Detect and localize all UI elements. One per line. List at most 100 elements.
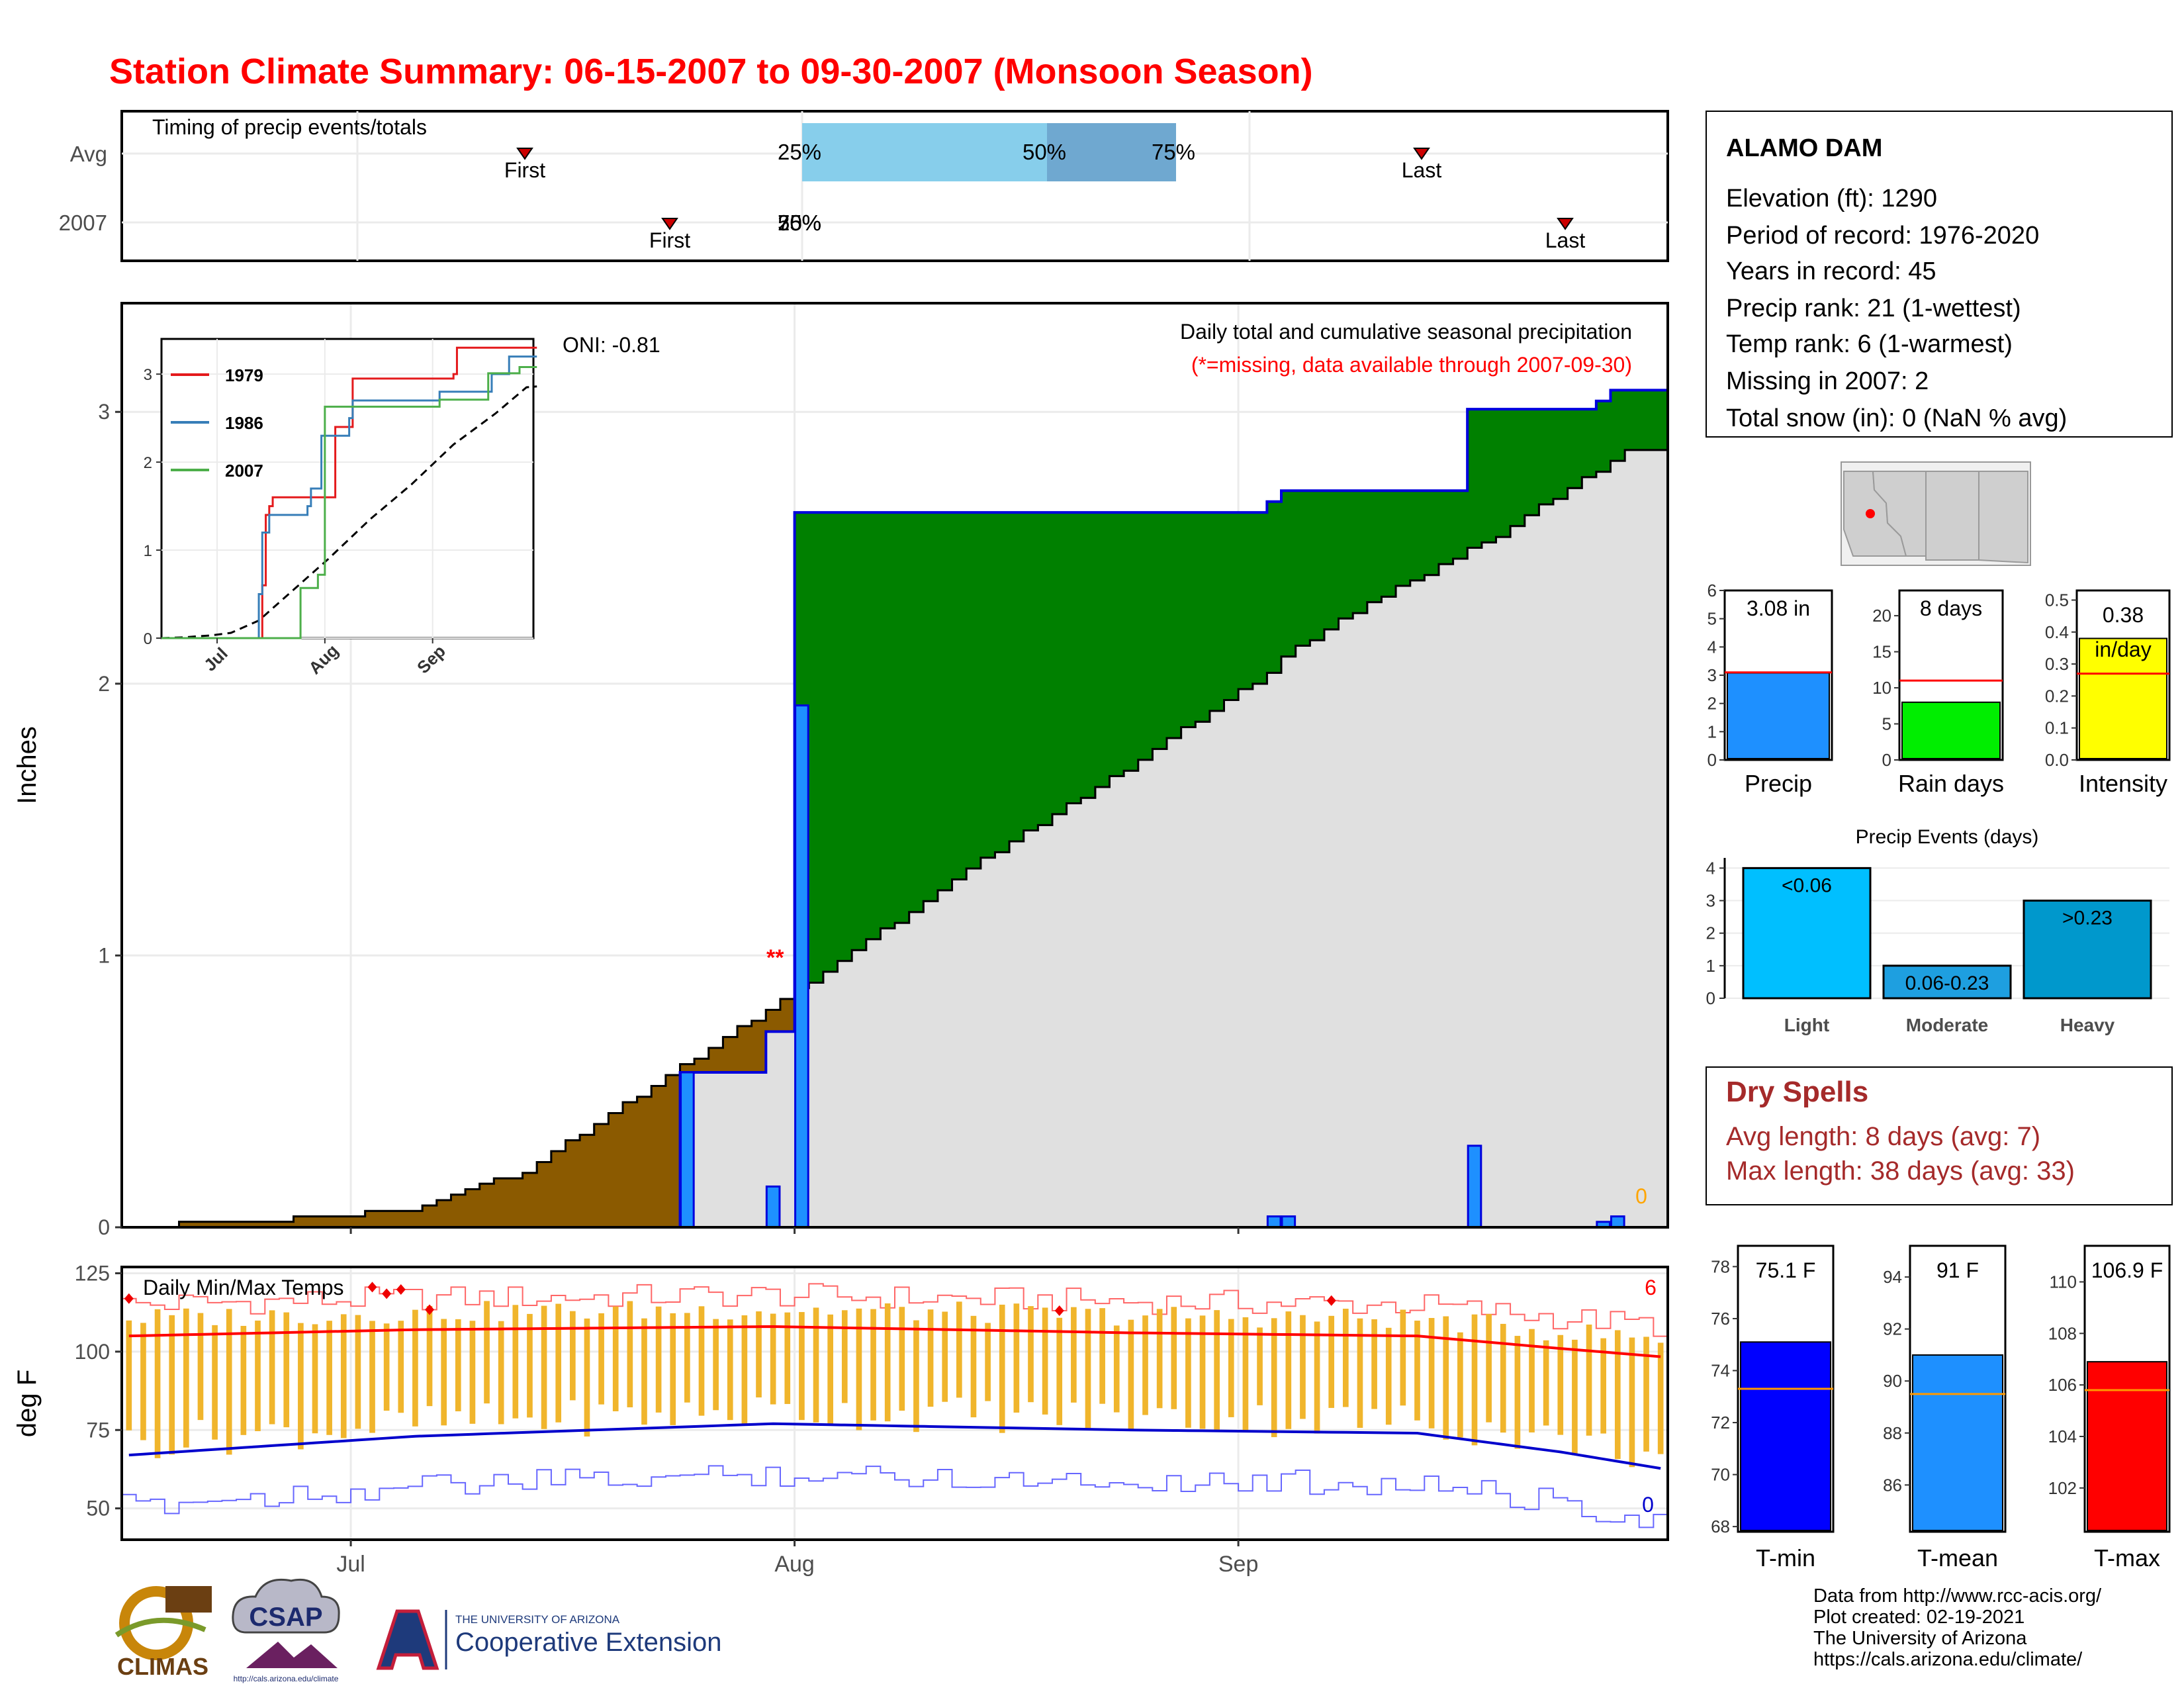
rain-days-value: 8 days (1920, 596, 1982, 620)
daily-temp-range-bar (655, 1306, 662, 1413)
legend-1986: 1986 (225, 413, 263, 433)
mini-y-tick-label: 15 (1872, 642, 1891, 662)
mini-y-tick-label: 94 (1883, 1267, 1902, 1287)
mini-y-tick-label: 76 (1711, 1309, 1730, 1329)
station-line-temp-rank: Temp rank: 6 (1-warmest) (1726, 330, 2013, 358)
missing-note: (*=missing, data available through 2007-… (1191, 353, 1632, 377)
record-low-count: 0 (1642, 1493, 1654, 1517)
main-frame (120, 302, 1669, 1229)
average-min-line (128, 1422, 1661, 1470)
events-title: Precip Events (days) (1856, 826, 2039, 848)
daily-temp-range-bar (484, 1301, 490, 1404)
avg-first-marker (516, 148, 533, 160)
daily-temp-range-bar (584, 1318, 590, 1437)
mini-y-tick-label: 90 (1883, 1371, 1902, 1391)
precip-y-axis: 0 1 2 3 4 5 6 (1707, 581, 1725, 770)
daily-temp-range-bar (956, 1301, 962, 1398)
daily-temp-range-bar (555, 1303, 562, 1423)
daily-temp-range-bar (469, 1321, 476, 1424)
mini-y-tick-label: 10 (1872, 678, 1891, 698)
mini-y-tick-label: 0.1 (2045, 718, 2069, 738)
tmean-bar (1912, 1354, 2003, 1531)
footer-line-1: Data from http://www.rcc-acis.org/ (1813, 1585, 2102, 1607)
mini-y-tick-label: 74 (1711, 1361, 1730, 1381)
daily-temp-range-bar (1099, 1308, 1105, 1404)
mini-intensity-chart: 0.0 0.1 0.2 0.3 0.4 0.5 0.38 in/day Intensity (2045, 589, 2171, 797)
daily-temp-range-bar (1486, 1314, 1492, 1423)
daily-precip-bar (680, 1071, 695, 1229)
daily-temp-range-bar (727, 1319, 733, 1421)
rain-days-label: Rain days (1898, 770, 2004, 797)
avg-last-label: Last (1402, 158, 1442, 182)
daily-temp-range-bar (627, 1301, 633, 1407)
daily-temp-range-bar (1242, 1317, 1249, 1431)
station-name: ALAMO DAM (1726, 134, 1882, 162)
tmax-y-axis: 102 104 106 108 110 (2048, 1272, 2085, 1498)
daily-temp-range-bar (1643, 1336, 1649, 1452)
daily-temp-range-bar (970, 1315, 977, 1418)
daily-temp-range-bar (856, 1308, 862, 1430)
daily-temp-range-bar (942, 1311, 948, 1402)
daily-temp-range-bar (1471, 1314, 1478, 1446)
intensity-label: Intensity (2079, 770, 2167, 797)
mini-raindays-chart: 0 5 10 15 20 8 days Rain days (1872, 589, 2004, 797)
record-markers (124, 1282, 1336, 1317)
inset-series-1986 (161, 355, 537, 639)
record-high-marker (425, 1304, 435, 1315)
main-y-tick-label: 2 (98, 672, 110, 696)
temp-y-tick-label: 100 (75, 1340, 110, 1364)
daily-precip-bar (1266, 1215, 1282, 1229)
event-bar-moderate (1882, 964, 2012, 1000)
missing-marks: ** (766, 945, 784, 970)
avg-first-label: First (504, 158, 545, 182)
events-y-tick-label: 4 (1706, 858, 1715, 878)
temp-y-axis: 50 75 100 125 (75, 1261, 122, 1521)
mini-y-tick-label: 106 (2048, 1375, 2077, 1395)
daily-temp-range-bar (1085, 1309, 1091, 1429)
footer-line-4: https://cals.arizona.edu/climate/ (1813, 1649, 2083, 1670)
y2007-first-label: First (649, 228, 690, 252)
ua-a-mark (376, 1609, 439, 1670)
daily-temp-range-bar (226, 1309, 232, 1455)
locator-map (1841, 461, 2031, 566)
main-y-axis: 0 1 2 3 (98, 400, 122, 1239)
mini-y-tick-label: 78 (1711, 1256, 1730, 1276)
record-high-marker (1326, 1295, 1336, 1306)
legend-2007: 2007 (225, 461, 263, 481)
mini-y-tick-label: 72 (1711, 1413, 1730, 1432)
station-line-missing: Missing in 2007: 2 (1726, 367, 1929, 395)
daily-temp-range-bar (1228, 1319, 1234, 1417)
daily-temp-range-bar (1285, 1311, 1292, 1429)
daily-temp-range-bar (1557, 1335, 1564, 1435)
daily-temp-range-bar (355, 1315, 361, 1429)
daily-temp-range-bar (1357, 1318, 1363, 1428)
inset-y-tick-label: 3 (144, 366, 152, 384)
intensity-value: 0.38 (2103, 603, 2144, 627)
above-average-area (794, 390, 1668, 988)
daily-temp-range-bar (913, 1320, 919, 1432)
timing-bar-50-75 (1047, 123, 1176, 181)
zero-count: 0 (1635, 1184, 1647, 1208)
temp-panel-label: Daily Min/Max Temps (143, 1276, 343, 1299)
events-y-tick-label: 2 (1706, 923, 1715, 943)
main-y-tick-label: 0 (98, 1215, 110, 1239)
tmin-value: 75.1 F (1756, 1258, 1816, 1282)
record-high-marker (382, 1288, 392, 1299)
daily-temp-range-bar (884, 1303, 891, 1422)
mini-y-tick-label: 0.2 (2045, 686, 2069, 706)
mini-y-tick-label: 70 (1711, 1465, 1730, 1485)
daily-temp-range-bar (283, 1312, 290, 1428)
tmean-y-axis: 86 88 90 92 94 (1883, 1267, 1910, 1495)
pct-75-label: 75% (1152, 140, 1195, 164)
footer-line-2: Plot created: 02-19-2021 (1813, 1607, 2025, 1628)
main-caption: Daily total and cumulative seasonal prec… (1180, 320, 1632, 344)
daily-temp-range-bar (1600, 1338, 1606, 1434)
dry-spells-title: Dry Spells (1726, 1076, 1868, 1108)
daily-temp-range-bar (1328, 1315, 1335, 1408)
mini-y-tick-label: 0.3 (2045, 654, 2069, 674)
mini-y-tick-label: 0.0 (2045, 750, 2069, 770)
event-range-label: <0.06 (1782, 874, 1832, 896)
daily-temp-range-bar (1214, 1310, 1220, 1430)
below-average-area (179, 999, 795, 1227)
rain-days-bar (1901, 701, 2001, 760)
